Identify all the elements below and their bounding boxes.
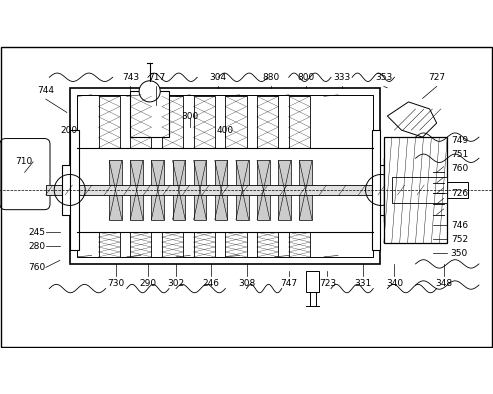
Text: 760: 760 [28,263,45,272]
Bar [373,165,389,215]
Text: 743: 743 [122,73,139,82]
Bar [257,232,278,257]
Bar [70,88,380,264]
Bar [99,96,120,148]
Text: 400: 400 [217,126,234,135]
Bar [62,165,77,215]
Bar [257,96,278,148]
Bar [77,95,373,257]
Text: 304: 304 [210,73,227,82]
Bar [372,130,380,250]
Text: 880: 880 [263,73,280,82]
Text: 350: 350 [451,249,468,258]
Text: 717: 717 [148,73,165,82]
Bar [225,232,246,257]
Bar [130,232,151,257]
Bar [384,137,447,243]
Text: 747: 747 [280,279,297,288]
Bar [289,232,310,257]
Bar [194,96,215,148]
Text: 800: 800 [298,73,315,82]
Text: 752: 752 [451,235,468,244]
Text: 308: 308 [238,279,255,288]
Bar [46,185,437,195]
Text: 348: 348 [435,279,452,288]
Circle shape [139,81,160,102]
Bar [389,164,427,216]
Bar [130,160,143,219]
Bar [70,130,79,250]
Text: 280: 280 [28,242,45,251]
Bar [236,160,248,219]
Text: 302: 302 [168,279,185,288]
Bar [162,232,183,257]
Bar [278,160,291,219]
Text: 300: 300 [181,112,199,121]
Text: 727: 727 [428,73,445,82]
Bar [392,177,447,203]
Text: 340: 340 [386,279,403,288]
Bar [99,232,120,257]
Text: 245: 245 [28,228,45,237]
Bar [162,96,183,148]
Bar [130,91,169,137]
Text: 749: 749 [451,136,468,145]
Bar [151,160,164,219]
Bar [384,158,433,222]
Text: 246: 246 [203,279,220,288]
Bar [257,160,270,219]
Bar [306,271,319,292]
Text: 730: 730 [107,279,125,288]
Polygon shape [387,102,437,137]
Text: 723: 723 [319,279,336,288]
Bar [130,96,151,148]
Text: 333: 333 [333,73,350,82]
Bar [194,160,207,219]
Text: 710: 710 [15,157,33,166]
Bar [109,160,122,219]
Bar [173,160,185,219]
Text: 744: 744 [37,86,54,95]
Bar [225,96,246,148]
Text: 760: 760 [451,164,468,173]
Text: 751: 751 [451,150,468,159]
Text: 746: 746 [451,221,468,230]
Bar [215,160,227,219]
Text: 331: 331 [354,279,371,288]
Text: 353: 353 [375,73,392,82]
Bar [194,232,215,257]
Bar [433,182,468,199]
Text: 200: 200 [60,126,77,135]
Bar [299,160,312,219]
Text: 726: 726 [451,189,468,198]
Bar [289,96,310,148]
Text: 290: 290 [140,279,156,288]
